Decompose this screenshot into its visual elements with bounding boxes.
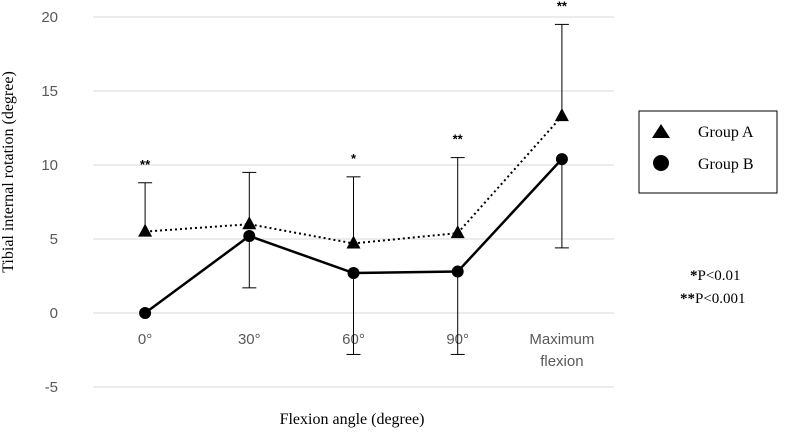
marker-group-b-3: [451, 265, 464, 278]
legend-label-group-a: Group A: [698, 124, 754, 141]
error-bars: [138, 23, 569, 355]
y-tick-0: 0: [50, 305, 58, 322]
y-tick-10: 10: [41, 157, 58, 174]
marker-group-a-0: [138, 223, 153, 237]
marker-group-b-1: [243, 230, 256, 243]
y-tick-20: 20: [41, 9, 58, 26]
legend-label-group-b: Group B: [698, 156, 754, 173]
marker-group-a-1: [242, 216, 257, 230]
note-p001-mark: *: [690, 268, 698, 284]
x-tick-4-line-0: Maximum: [529, 331, 594, 348]
y-tick-5: 5: [50, 231, 58, 248]
marker-group-b-4: [555, 153, 568, 166]
significance-mark-3: **: [453, 132, 464, 147]
significance-mark-2: *: [351, 151, 357, 166]
legend-marker-group-a: [652, 124, 670, 138]
note-p001-text: P<0.01: [698, 268, 741, 284]
significance-mark-0: **: [140, 157, 151, 172]
y-tick-labels: 20 15 10 5 0 -5: [41, 9, 58, 396]
x-axis-label: Flexion angle (degree): [280, 411, 425, 428]
marker-group-a-4: [554, 108, 569, 122]
significance-notes: *P<0.01 **P<0.001: [680, 268, 746, 307]
y-axis-label: Tibial internal rotation (degree): [0, 71, 17, 273]
marker-group-b-2: [347, 267, 360, 280]
note-p0001-text: P<0.001: [695, 291, 746, 307]
x-tick-4-line-1: flexion: [540, 353, 583, 370]
series-markers: [138, 108, 569, 319]
note-p0001-mark: **: [680, 291, 695, 307]
marker-group-a-2: [346, 235, 361, 249]
legend: Group A Group B: [638, 110, 778, 194]
y-tick-15: 15: [41, 83, 58, 100]
marker-group-a-3: [450, 225, 465, 239]
x-tick-0: 0°: [138, 331, 152, 348]
note-p001: *P<0.01: [690, 268, 741, 284]
legend-marker-group-b: [653, 155, 669, 171]
significance-marks: ** *****: [140, 0, 568, 172]
marker-group-b-0: [139, 307, 152, 319]
y-tick--5: -5: [45, 379, 58, 396]
note-p0001: **P<0.001: [680, 291, 746, 307]
legend-box: [638, 110, 778, 194]
x-tick-1: 30°: [238, 331, 261, 348]
significance-mark-4: **: [557, 0, 568, 13]
